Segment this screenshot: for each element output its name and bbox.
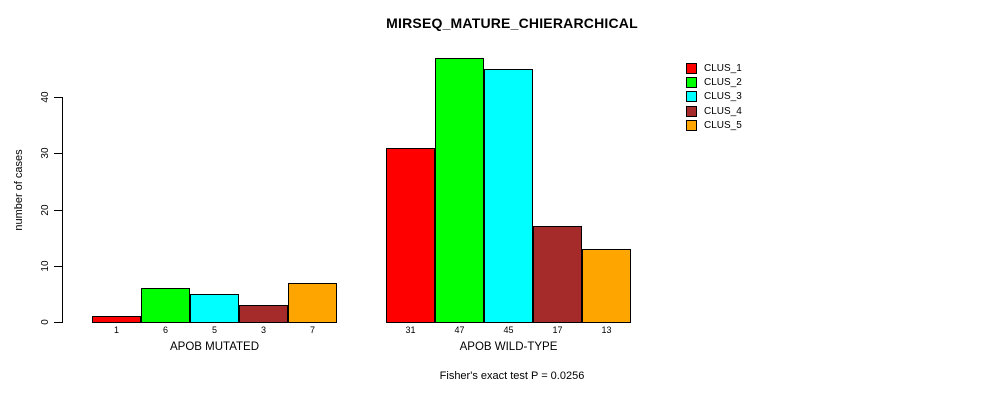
legend-swatch [686, 62, 697, 74]
bar-clus_4-group2 [533, 226, 582, 323]
legend-item-clus_2: CLUS_2 [686, 75, 742, 89]
legend-label: CLUS_3 [704, 91, 742, 103]
legend-item-clus_5: CLUS_5 [686, 118, 742, 132]
bar-value-label: 3 [260, 325, 266, 335]
fisher-test-annotation: Fisher's exact test P = 0.0256 [439, 370, 585, 382]
bar-clus_3-group2 [484, 69, 533, 323]
group-label: APOB MUTATED [169, 341, 260, 353]
legend-label: CLUS_2 [704, 76, 742, 88]
bar-value-label: 47 [454, 325, 465, 335]
legend-item-clus_3: CLUS_3 [686, 90, 742, 104]
y-tick [54, 97, 62, 98]
bar-clus_5-group2 [582, 249, 631, 323]
legend-item-clus_1: CLUS_1 [686, 61, 742, 75]
bar-value-label: 1 [113, 325, 119, 335]
bar-clus_1-group2 [386, 148, 435, 323]
y-tick-label: 30 [40, 147, 51, 159]
bar-clus_5-group1 [288, 283, 337, 323]
bar-value-label: 45 [503, 325, 514, 335]
bar-clus_3-group1 [190, 294, 239, 323]
chart-title: MIRSEQ_MATURE_CHIERARCHICAL [386, 15, 638, 31]
bar-clus_4-group1 [239, 305, 288, 323]
bar-clus_2-group2 [435, 58, 484, 323]
y-tick [54, 153, 62, 155]
bar-value-label: 31 [405, 325, 416, 335]
legend-label: CLUS_1 [704, 62, 742, 74]
y-tick [54, 209, 62, 211]
y-axis-line [62, 97, 63, 323]
bar-value-label: 6 [162, 325, 168, 335]
legend-swatch [686, 105, 697, 117]
y-tick-label: 40 [40, 91, 51, 103]
y-tick-label: 20 [40, 203, 51, 216]
legend-swatch [686, 76, 697, 88]
legend-item-clus_4: CLUS_4 [686, 104, 742, 118]
bar-value-label: 13 [601, 325, 612, 335]
bar-value-label: 17 [552, 325, 563, 335]
bar-clus_2-group1 [141, 288, 190, 323]
bar-value-label: 5 [211, 325, 217, 335]
legend-swatch [686, 119, 697, 131]
legend: CLUS_1 CLUS_2 CLUS_3 CLUS_4 CLUS_5 [686, 61, 742, 132]
bar-value-label: 7 [309, 325, 315, 335]
legend-swatch [686, 91, 697, 103]
group-label: APOB WILD-TYPE [459, 341, 558, 353]
y-tick [54, 265, 62, 267]
y-tick-label: 0 [40, 319, 51, 325]
legend-label: CLUS_4 [704, 105, 742, 117]
legend-label: CLUS_5 [704, 119, 742, 131]
y-tick-label: 10 [40, 260, 51, 272]
y-tick [54, 322, 62, 323]
y-axis-label: number of cases [13, 149, 25, 231]
bar-clus_1-group1 [92, 316, 141, 323]
